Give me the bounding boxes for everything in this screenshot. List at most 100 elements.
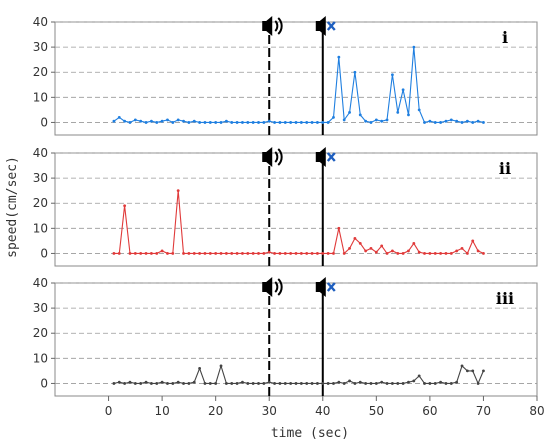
data-point — [342, 118, 346, 122]
y-tick-label: 30 — [33, 171, 48, 185]
data-point — [391, 382, 394, 385]
data-point — [369, 382, 373, 385]
y-tick-label: 30 — [33, 40, 48, 54]
y-tick-label: 0 — [40, 115, 48, 129]
data-point — [423, 121, 426, 124]
data-point — [428, 382, 432, 385]
y-tick-label: 40 — [33, 276, 48, 290]
data-point — [273, 121, 276, 124]
data-point — [465, 369, 469, 373]
data-point — [176, 189, 180, 193]
data-point — [337, 226, 341, 230]
data-point — [278, 382, 282, 385]
data-point — [460, 247, 464, 250]
speaker-body — [262, 277, 273, 297]
data-point — [128, 252, 132, 255]
data-point — [412, 379, 416, 383]
sound-wave — [274, 281, 279, 293]
data-point — [160, 119, 164, 123]
data-point — [289, 382, 293, 385]
data-point — [262, 252, 266, 255]
speaker-muted-icon — [315, 277, 336, 297]
mute-cross — [326, 21, 336, 31]
y-tick-label: 10 — [33, 221, 48, 235]
data-point — [310, 121, 314, 124]
panel-frame — [54, 152, 538, 267]
data-point — [294, 382, 298, 385]
data-point — [283, 121, 287, 124]
data-point — [267, 119, 271, 123]
data-point — [342, 252, 346, 255]
data-point — [112, 119, 116, 123]
data-point — [123, 204, 127, 208]
panel-ii: 0 10 20 30 40 ii — [33, 146, 538, 267]
data-point — [401, 252, 405, 255]
data-point — [396, 252, 400, 255]
data-point — [380, 119, 384, 123]
data-point — [166, 382, 169, 385]
data-point — [299, 252, 303, 255]
x-tick-label: 70 — [476, 404, 491, 418]
data-point — [316, 252, 319, 255]
data-point — [364, 249, 368, 253]
panel-frame — [54, 21, 538, 136]
data-point — [224, 252, 228, 255]
data-point — [305, 121, 309, 124]
mute-cross — [326, 152, 336, 162]
data-point — [412, 242, 416, 245]
data-point — [391, 73, 394, 77]
data-point — [482, 121, 485, 124]
data-point — [208, 121, 212, 124]
data-point — [476, 382, 480, 385]
data-point — [348, 111, 351, 114]
data-point — [364, 119, 368, 123]
x-axis: 0 10 20 30 40 50 60 70 80 — [105, 396, 545, 418]
y-tick-label: 20 — [33, 326, 48, 340]
x-tick-label: 20 — [208, 404, 223, 418]
data-point — [117, 116, 121, 119]
y-tick-label: 40 — [33, 15, 48, 29]
data-point — [401, 88, 405, 92]
x-tick-label: 40 — [315, 404, 330, 418]
speaker-body — [262, 147, 273, 167]
data-point — [123, 119, 127, 123]
data-point — [257, 252, 260, 255]
data-point — [353, 70, 357, 74]
speaker-muted-icon — [315, 16, 336, 36]
x-tick-label: 10 — [154, 404, 169, 418]
data-point — [316, 121, 319, 124]
data-point — [407, 380, 410, 384]
data-point — [385, 252, 389, 255]
speaker-body — [315, 16, 326, 36]
data-point — [294, 252, 298, 255]
sound-wave — [277, 148, 283, 166]
data-point — [182, 119, 185, 123]
data-point — [417, 374, 421, 378]
data-point — [198, 121, 202, 124]
data-point — [214, 252, 218, 255]
panel-i: 0 10 20 30 40 i — [33, 15, 538, 136]
data-point — [278, 121, 282, 124]
data-point — [133, 252, 137, 255]
data-point — [369, 121, 373, 124]
data-point — [428, 119, 432, 123]
data-point — [321, 382, 325, 385]
data-point — [192, 119, 196, 123]
panel-frame — [54, 282, 538, 397]
data-point — [321, 121, 325, 124]
data-point — [444, 252, 448, 255]
data-point — [171, 252, 175, 255]
x-axis-title: time (sec) — [271, 426, 349, 441]
data-point — [380, 380, 384, 384]
data-point — [257, 121, 260, 124]
data-point — [150, 252, 153, 255]
data-point — [187, 252, 191, 255]
data-point — [283, 382, 287, 385]
data-point — [176, 380, 180, 384]
data-point — [299, 121, 303, 124]
sound-wave — [274, 151, 279, 163]
data-point — [171, 382, 175, 385]
data-point — [465, 252, 469, 255]
y-tick-label: 20 — [33, 65, 48, 79]
data-point — [117, 380, 121, 384]
